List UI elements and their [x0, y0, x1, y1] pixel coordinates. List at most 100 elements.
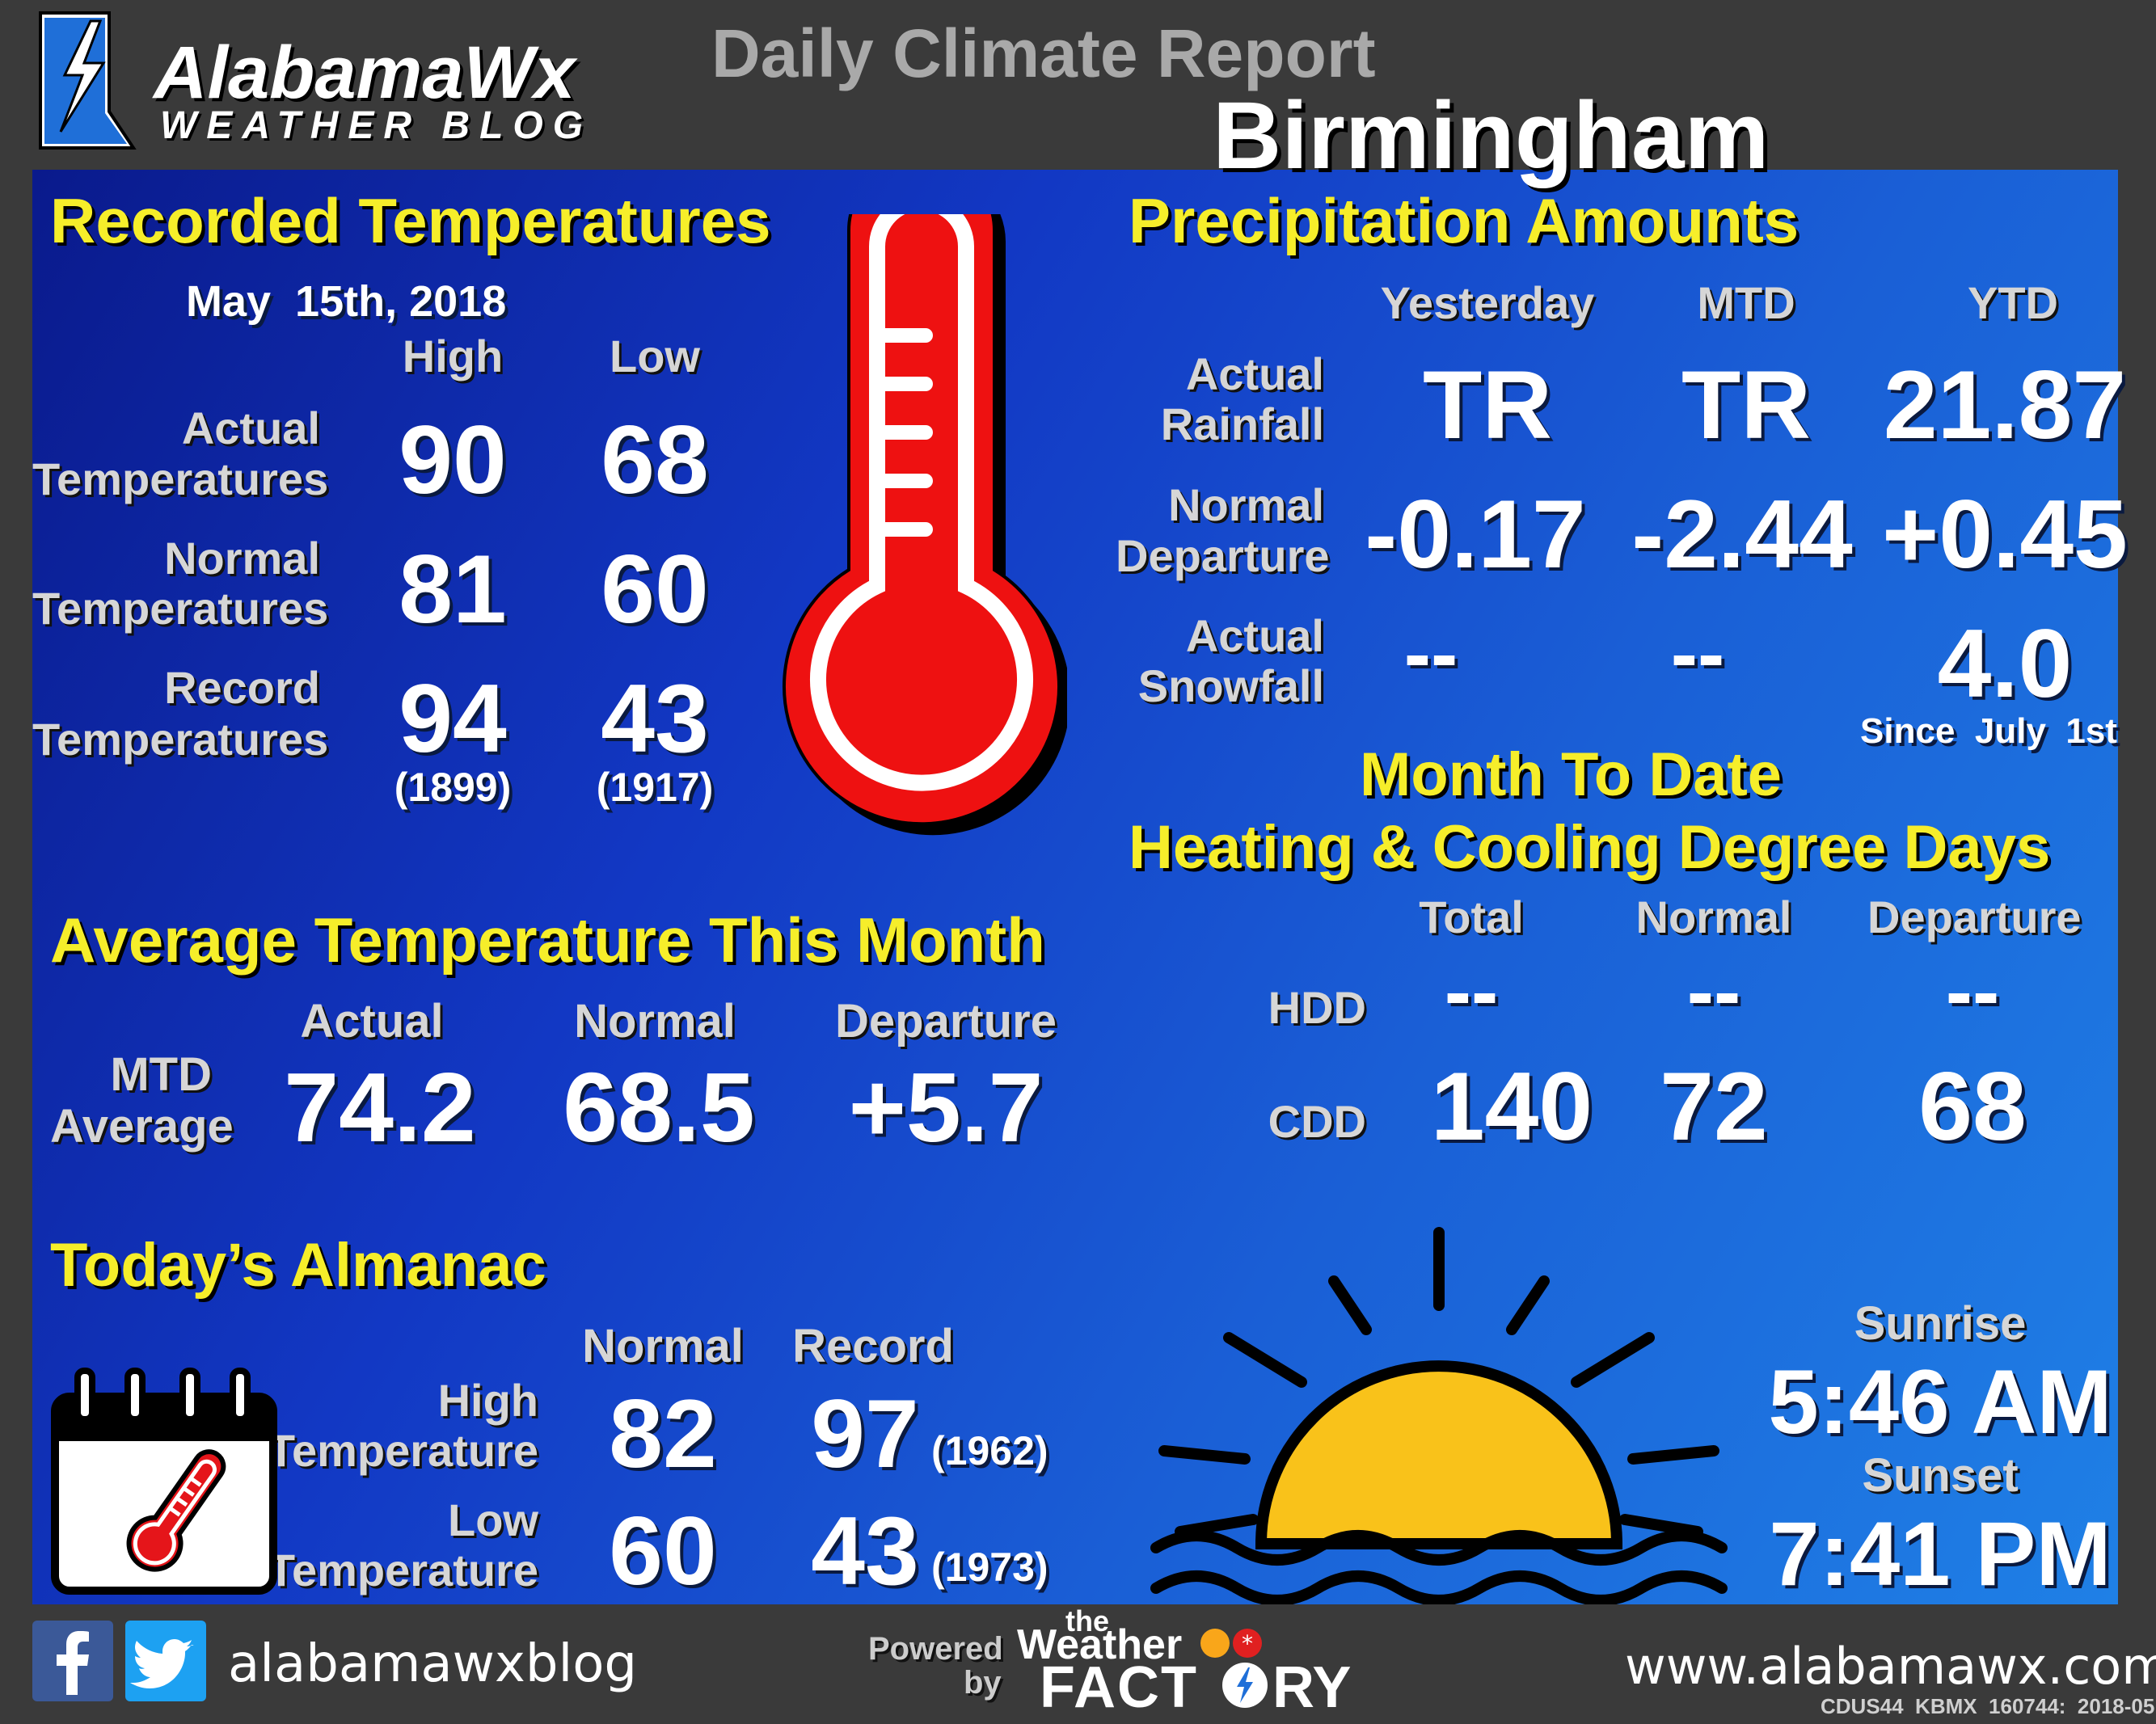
avg-label-2: Average [50, 1100, 234, 1153]
precip-col-yesterday: Yesterday [1380, 277, 1595, 328]
sunset-time: 7:41 PM [1769, 1503, 2112, 1604]
avg-actual-value: 74.2 [284, 1052, 476, 1162]
sunset-label: Sunset [1862, 1449, 2019, 1502]
rain-ytd: 21.87 [1883, 351, 2127, 459]
facebook-link[interactable] [32, 1621, 113, 1701]
hdd-normal: -- [1686, 946, 1741, 1037]
row-label: Normal [1168, 479, 1324, 530]
almanac-high-record: 97 [811, 1380, 919, 1488]
twitter-icon [130, 1639, 194, 1688]
website-link[interactable]: www.alabamawx.com [1625, 1637, 2156, 1696]
row-label: Rainfall [1160, 398, 1324, 449]
row-label: High [437, 1375, 538, 1426]
degree-days-heading-1: Month To Date [1360, 740, 1783, 809]
snow-ytd: 4.0 [1937, 609, 2073, 718]
row-label: Temperature [267, 1545, 538, 1595]
almanac-low-record: 43 [811, 1497, 919, 1605]
brand-subtitle: WEATHER BLOG [160, 104, 593, 147]
rain-yesterday: TR [1423, 351, 1552, 459]
hdd-total: -- [1444, 946, 1499, 1037]
recorded-heading: Recorded Temperatures [50, 185, 771, 256]
row-label: Actual [1185, 348, 1324, 399]
logo-factory-b: RY [1272, 1655, 1352, 1720]
logo-the: the [1065, 1604, 1109, 1638]
cdd-departure: 68 [1918, 1052, 2027, 1161]
row-label: Temperatures [32, 714, 329, 765]
hdd-label: HDD [1268, 982, 1366, 1033]
gear-icon [1222, 1663, 1268, 1708]
almanac-heading: Today’s Almanac [50, 1231, 546, 1300]
snow-yesterday: -- [1403, 609, 1458, 699]
precip-col-ytd: YTD [1968, 277, 2058, 328]
row-label: Normal [164, 533, 320, 584]
logo-weather: Weather [1017, 1621, 1183, 1668]
almanac-col-normal: Normal [582, 1320, 744, 1372]
departure-ytd: +0.45 [1882, 480, 2128, 588]
sunrise-label: Sunrise [1854, 1297, 2027, 1350]
record-low-value: 43 [601, 664, 709, 773]
departure-mtd: -2.44 [1631, 480, 1853, 588]
avg-col-normal: Normal [574, 995, 736, 1047]
by-text: by [964, 1665, 1002, 1701]
powered-text: Powered [868, 1631, 1003, 1667]
svg-text:*: * [1242, 1630, 1253, 1657]
snow-note: Since July 1st [1860, 711, 2117, 751]
social-handle[interactable]: alabamawxblog [228, 1634, 638, 1694]
almanac-high-year: (1962) [931, 1428, 1048, 1473]
col-low: Low [610, 331, 700, 381]
recorded-date: May 15th, 2018 [186, 277, 507, 326]
rain-mtd: TR [1681, 351, 1811, 459]
facebook-icon [57, 1631, 89, 1695]
avg-normal-value: 68.5 [563, 1052, 755, 1162]
almanac-col-record: Record [792, 1320, 954, 1372]
logo-factory-a: FACT [1040, 1655, 1198, 1720]
dd-col-total: Total [1419, 892, 1524, 942]
city-tab [1196, 97, 1746, 178]
almanac-high-normal: 82 [609, 1380, 717, 1488]
cdd-total: 140 [1430, 1052, 1593, 1161]
row-label: Low [448, 1494, 538, 1545]
actual-high-value: 90 [399, 406, 507, 514]
normal-low-value: 60 [601, 535, 709, 643]
thermometer-icon [783, 214, 1067, 836]
departure-yesterday: -0.17 [1365, 480, 1586, 588]
weather-factory-logo[interactable]: the Weather * FACT RY [1017, 1604, 1356, 1724]
report-title: Daily Climate Report [711, 15, 1376, 91]
actual-low-value: 68 [601, 406, 709, 514]
record-low-year: (1917) [596, 765, 714, 810]
record-high-value: 94 [399, 664, 507, 773]
row-label: Temperatures [32, 453, 329, 504]
gear-snowflake-icon: * [1200, 1629, 1262, 1658]
sunrise-time: 5:46 AM [1768, 1351, 2112, 1452]
avg-departure-value: +5.7 [848, 1052, 1044, 1162]
record-high-year: (1899) [394, 765, 512, 810]
avg-col-actual: Actual [300, 995, 444, 1047]
brand-name: AlabamaWx [154, 32, 576, 114]
snow-mtd: -- [1670, 609, 1725, 699]
row-label: Temperature [267, 1425, 538, 1476]
normal-high-value: 81 [399, 535, 507, 643]
dd-col-normal: Normal [1635, 892, 1792, 942]
avg-label-1: MTD [110, 1048, 212, 1101]
degree-days-heading-2: Heating & Cooling Degree Days [1129, 813, 2051, 882]
dd-col-departure: Departure [1867, 892, 2082, 942]
hdd-departure: -- [1945, 946, 2000, 1037]
row-label: Record [164, 662, 320, 713]
row-label: Actual [1185, 610, 1324, 661]
precip-col-mtd: MTD [1697, 277, 1795, 328]
twitter-link[interactable] [125, 1621, 206, 1701]
precip-heading: Precipitation Amounts [1129, 185, 1799, 256]
col-high: High [402, 331, 504, 381]
calendar-thermometer-icon [51, 1368, 277, 1595]
row-label: Actual [181, 403, 320, 453]
city-name: Birmingham [1213, 82, 1770, 189]
average-heading: Average Temperature This Month [50, 904, 1045, 976]
avg-col-departure: Departure [835, 995, 1057, 1047]
row-label: Departure [1116, 530, 1330, 581]
brand-logo[interactable]: AlabamaWx WEATHER BLOG [32, 6, 598, 160]
climate-panel [32, 170, 2118, 1604]
cdd-label: CDD [1268, 1096, 1366, 1147]
row-label: Temperatures [32, 583, 329, 634]
lightning-logo-icon [39, 11, 137, 150]
almanac-low-year: (1973) [931, 1545, 1048, 1590]
